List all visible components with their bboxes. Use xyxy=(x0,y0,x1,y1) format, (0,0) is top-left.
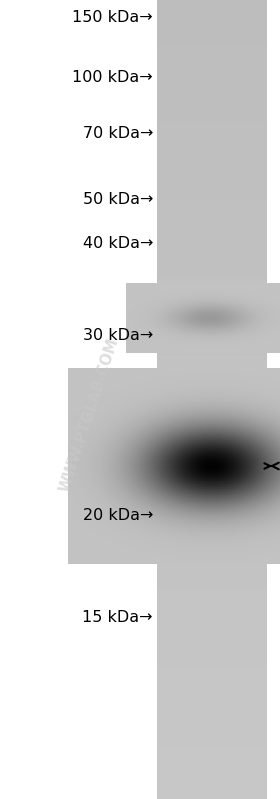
Text: 50 kDa→: 50 kDa→ xyxy=(83,193,153,208)
Text: WWW.PTGLAB.COM: WWW.PTGLAB.COM xyxy=(58,336,122,495)
Text: 20 kDa→: 20 kDa→ xyxy=(83,508,153,523)
Text: 70 kDa→: 70 kDa→ xyxy=(83,125,153,141)
Text: 150 kDa→: 150 kDa→ xyxy=(72,10,153,26)
Text: 30 kDa→: 30 kDa→ xyxy=(83,328,153,344)
Text: 100 kDa→: 100 kDa→ xyxy=(72,70,153,85)
Text: 15 kDa→: 15 kDa→ xyxy=(83,610,153,626)
Text: 40 kDa→: 40 kDa→ xyxy=(83,236,153,251)
